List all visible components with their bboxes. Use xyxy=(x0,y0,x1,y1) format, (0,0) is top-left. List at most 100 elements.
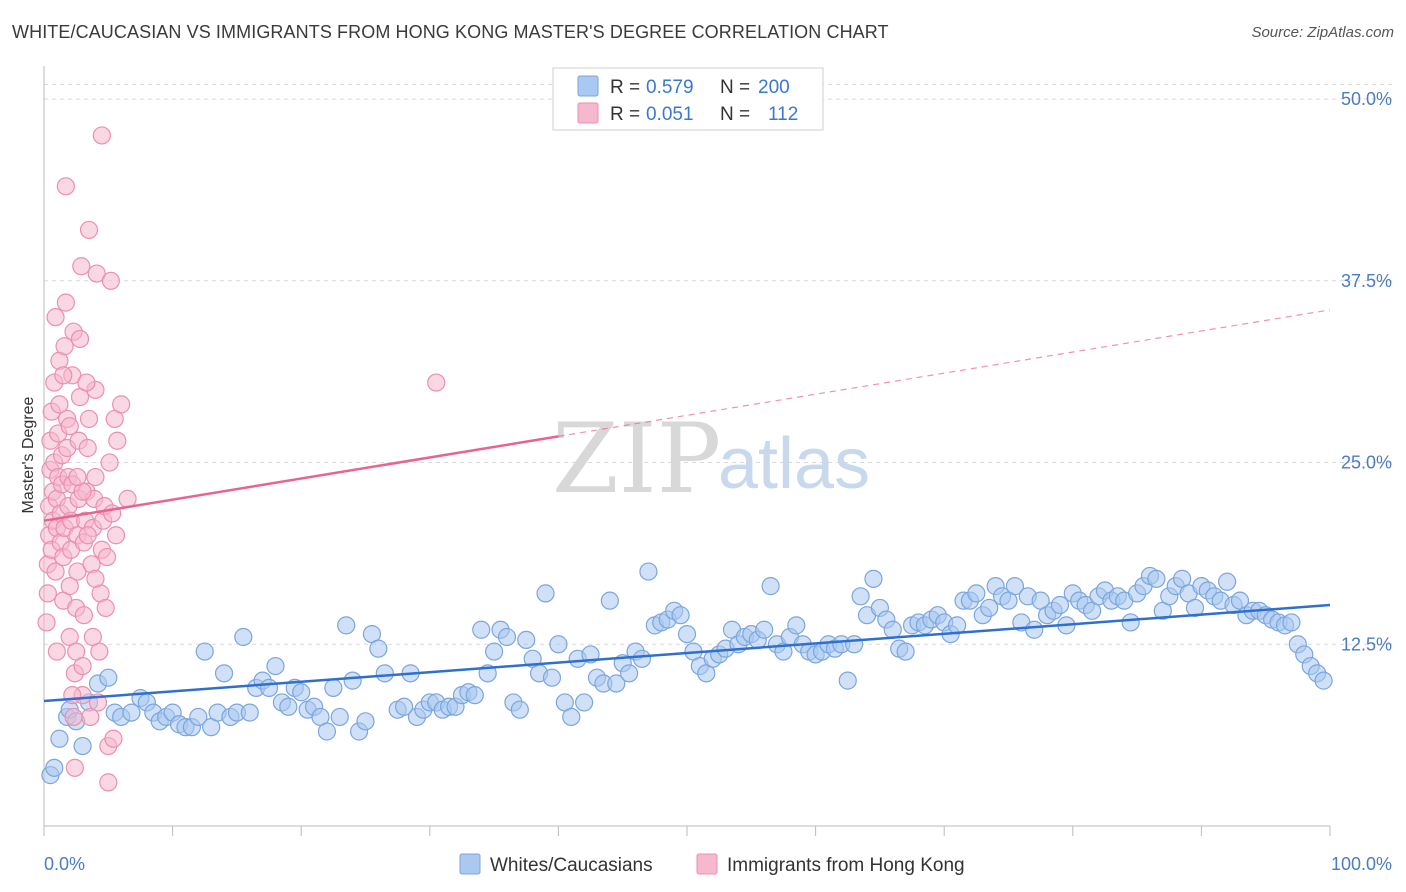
data-point-hongkong xyxy=(77,373,96,392)
series-hongkong-points xyxy=(37,126,446,792)
legend-n-value-2: 112 xyxy=(768,104,798,125)
data-point-hongkong xyxy=(83,627,102,647)
data-point-hongkong xyxy=(108,431,127,450)
data-point-hongkong xyxy=(64,707,83,727)
data-point-hongkong xyxy=(50,395,69,414)
data-point-whites xyxy=(1025,620,1044,639)
data-point-whites xyxy=(896,642,915,661)
data-point-whites xyxy=(1185,598,1205,618)
data-point-whites xyxy=(510,700,529,719)
data-point-whites xyxy=(1218,572,1237,591)
trend-line-whites xyxy=(43,603,1331,703)
data-point-whites xyxy=(600,591,619,610)
data-point-whites xyxy=(343,671,362,690)
data-point-hongkong xyxy=(37,613,56,632)
data-point-whites xyxy=(73,736,92,756)
data-point-whites xyxy=(639,562,658,581)
data-point-hongkong xyxy=(68,562,87,581)
data-point-whites xyxy=(562,707,581,727)
data-point-hongkong xyxy=(87,264,106,283)
data-point-whites xyxy=(1282,613,1301,632)
y-tick-label: 12.5% xyxy=(1341,634,1392,654)
data-point-whites xyxy=(317,722,337,741)
legend-r-value-1: 0.579 xyxy=(646,77,694,98)
data-point-whites xyxy=(375,664,394,683)
data-point-whites xyxy=(755,620,774,639)
data-point-whites xyxy=(189,707,208,727)
trend-lines xyxy=(43,309,1331,703)
data-point-hongkong xyxy=(60,417,79,436)
data-point-hongkong xyxy=(78,526,97,545)
data-point-whites xyxy=(967,584,986,603)
data-point-whites xyxy=(330,707,349,727)
data-point-hongkong xyxy=(72,257,91,276)
y-tick-label: 25.0% xyxy=(1341,453,1392,473)
x-tick-label-min: 0.0% xyxy=(44,854,85,874)
data-point-hongkong xyxy=(86,569,105,588)
watermark-atlas: atlas xyxy=(718,424,870,504)
bottom-legend-swatch-pink xyxy=(696,853,718,875)
data-point-whites xyxy=(279,697,298,716)
source-label: Source: ZipAtlas.com xyxy=(1251,24,1394,41)
legend-n-label-1: N = xyxy=(720,77,750,98)
data-point-whites xyxy=(761,577,780,596)
data-point-whites xyxy=(845,635,864,654)
bottom-legend-label-whites: Whites/Caucasians xyxy=(490,855,653,876)
data-point-hongkong xyxy=(56,293,75,312)
legend-r-label-1: R = xyxy=(610,77,640,98)
legend-n-value-1: 200 xyxy=(758,77,790,98)
legend-r-label-2: R = xyxy=(610,104,640,125)
data-point-whites xyxy=(671,606,690,625)
y-tick-label: 50.0% xyxy=(1341,89,1392,109)
watermark: ZIP atlas xyxy=(552,403,870,515)
data-point-hongkong xyxy=(79,220,99,240)
data-point-hongkong xyxy=(46,562,65,581)
bottom-legend-swatch-blue xyxy=(459,853,481,875)
bottom-legend: Whites/Caucasians Immigrants from Hong K… xyxy=(459,853,965,876)
data-point-whites xyxy=(324,678,343,697)
data-point-whites xyxy=(485,642,504,661)
data-point-hongkong xyxy=(106,526,126,545)
data-point-hongkong xyxy=(38,584,57,603)
legend-swatch-pink xyxy=(577,102,599,124)
y-axis-label: Master's Degree xyxy=(20,396,37,513)
data-point-hongkong xyxy=(65,758,84,777)
data-point-hongkong xyxy=(79,409,99,429)
data-point-whites xyxy=(234,627,253,647)
data-point-whites xyxy=(497,627,517,647)
data-point-whites xyxy=(980,598,999,618)
data-point-whites xyxy=(472,620,491,639)
data-point-whites xyxy=(369,639,388,658)
data-point-whites xyxy=(1005,577,1025,596)
data-point-hongkong xyxy=(92,126,111,145)
data-point-hongkong xyxy=(101,271,120,290)
data-point-hongkong xyxy=(96,598,115,618)
data-point-hongkong xyxy=(100,453,119,472)
data-point-whites xyxy=(122,703,141,722)
data-point-hongkong xyxy=(112,395,131,414)
data-point-whites xyxy=(536,584,555,603)
series-whites-points xyxy=(41,562,1333,785)
data-point-whites xyxy=(787,616,806,635)
trend-line-hongkong-solid xyxy=(43,435,559,522)
data-point-whites xyxy=(1121,613,1140,632)
y-tick-label: 37.5% xyxy=(1341,271,1392,291)
data-point-hongkong xyxy=(74,606,93,625)
data-point-whites xyxy=(620,664,639,683)
data-point-hongkong xyxy=(86,467,105,487)
watermark-zip: ZIP xyxy=(552,403,721,515)
data-point-whites xyxy=(394,697,414,716)
data-point-hongkong xyxy=(99,773,118,792)
data-point-hongkong xyxy=(104,729,123,748)
bottom-legend-label-hongkong: Immigrants from Hong Kong xyxy=(727,855,965,876)
data-point-hongkong xyxy=(63,686,82,705)
data-point-whites xyxy=(465,686,484,705)
data-point-whites xyxy=(864,569,883,588)
data-point-hongkong xyxy=(47,642,66,661)
data-point-hongkong xyxy=(46,308,65,327)
data-point-whites xyxy=(195,642,214,661)
data-point-whites xyxy=(575,693,594,712)
data-point-whites xyxy=(838,671,857,690)
data-point-whites xyxy=(549,635,568,654)
gridlines xyxy=(44,84,1392,645)
